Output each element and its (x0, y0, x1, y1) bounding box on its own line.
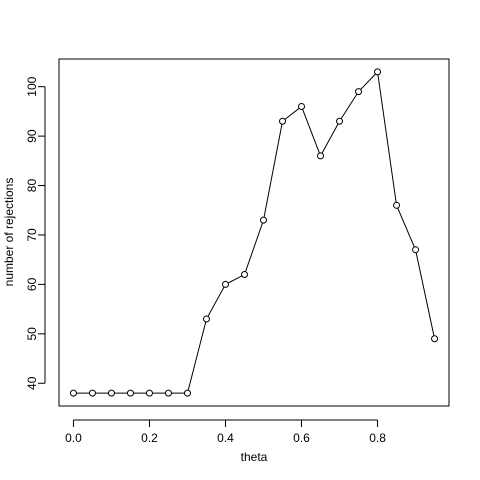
data-point (336, 117, 344, 125)
data-point (164, 389, 172, 397)
y-tick-label: 60 (25, 277, 39, 291)
data-point (279, 117, 287, 125)
data-point (317, 152, 325, 160)
y-tick-label: 70 (25, 228, 39, 242)
data-point (126, 389, 134, 397)
data-point (298, 102, 306, 110)
data-point (260, 216, 268, 224)
y-tick-label: 90 (25, 129, 39, 143)
data-point (202, 315, 210, 323)
x-tick-label: 0.6 (293, 431, 310, 445)
data-line (73, 70, 436, 394)
data-point (183, 389, 191, 397)
x-axis-label: theta (241, 450, 268, 464)
data-point (88, 389, 96, 397)
y-tick-label: 80 (25, 179, 39, 193)
data-point (412, 246, 420, 254)
y-tick-label: 40 (25, 376, 39, 390)
y-tick-label: 50 (25, 327, 39, 341)
y-axis-label: number of rejections (2, 178, 16, 287)
x-tick-label: 0.2 (141, 431, 158, 445)
x-tick-label: 0.4 (217, 431, 234, 445)
x-tick-label: 0.8 (369, 431, 386, 445)
data-point (393, 201, 401, 209)
y-tick-label: 100 (25, 76, 39, 96)
data-point (107, 389, 115, 397)
data-point (355, 88, 363, 96)
x-tick-label: 0.0 (65, 431, 82, 445)
data-point (221, 280, 229, 288)
data-point (431, 335, 439, 343)
data-point (374, 68, 382, 76)
data-point (145, 389, 153, 397)
data-point (240, 271, 248, 279)
plot-box (58, 58, 450, 407)
data-point (69, 389, 77, 397)
